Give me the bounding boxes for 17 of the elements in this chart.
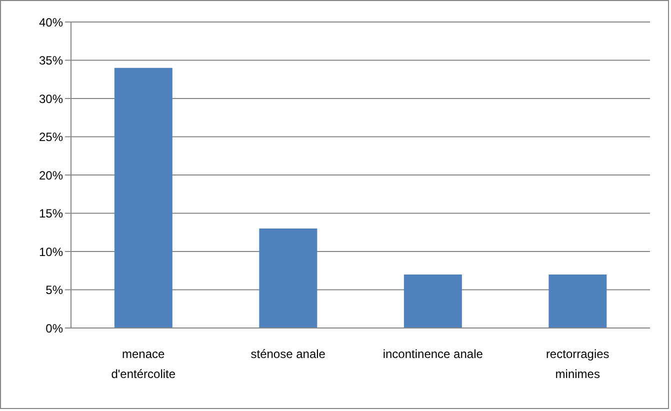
y-tick-label: 15% [38, 206, 64, 221]
x-tick-label: incontinence anale [382, 347, 484, 361]
bar [548, 274, 607, 328]
x-tick-label: sténose anale [250, 347, 326, 361]
bar [259, 228, 318, 328]
y-tick-label: 40% [38, 15, 64, 30]
x-tick-label: rectorragies minimes [546, 347, 610, 381]
x-tick-label: menace d'entércolite [111, 347, 176, 381]
y-tick-label: 20% [38, 168, 64, 182]
y-tick-label: 10% [38, 244, 64, 259]
y-tick-label: 30% [38, 92, 64, 106]
y-tick-label: 35% [38, 54, 64, 68]
bar [404, 274, 462, 328]
y-tick-label: 25% [38, 130, 64, 144]
y-tick-label: 5% [46, 283, 64, 298]
y-tick-label: 0% [46, 321, 64, 336]
bar [114, 68, 172, 328]
